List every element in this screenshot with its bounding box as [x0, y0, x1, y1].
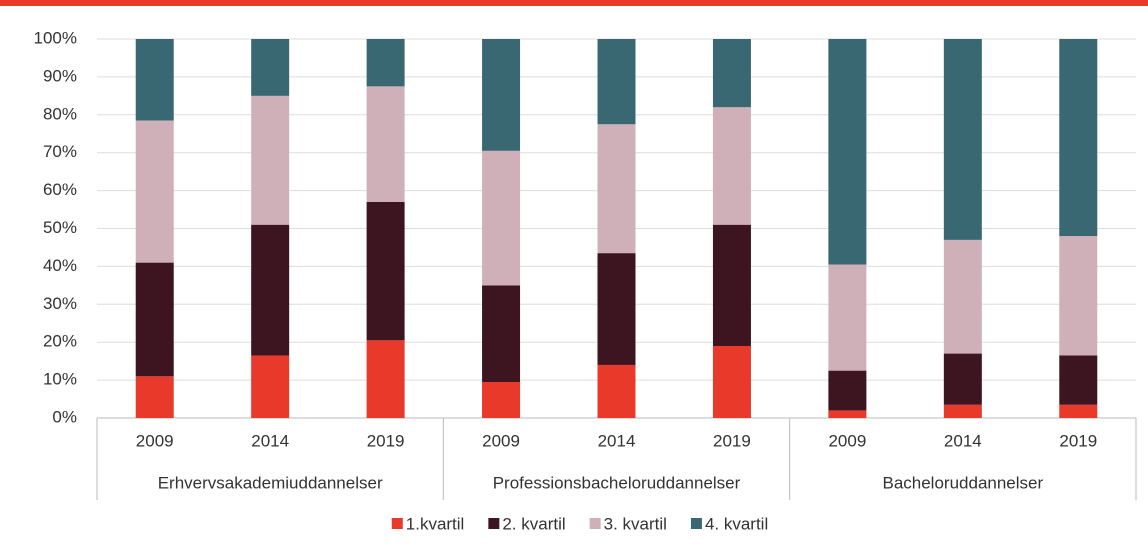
- group-label: Professionsbacheloruddannelser: [493, 473, 741, 492]
- legend-swatch: [589, 518, 601, 529]
- x-tick-label: 2019: [367, 431, 405, 450]
- x-tick-label: 2009: [828, 431, 866, 450]
- x-tick-label: 2014: [251, 431, 289, 450]
- x-tick-label: 2014: [944, 431, 982, 450]
- bar-segment: [828, 370, 867, 411]
- bar-segment: [828, 410, 867, 418]
- x-tick-label: 2019: [1059, 431, 1097, 450]
- legend-swatch: [488, 518, 500, 529]
- bar-segment: [135, 376, 174, 418]
- legend-label: 1.kvartil: [406, 514, 465, 533]
- bar-segment: [366, 39, 405, 87]
- bar-segment: [597, 124, 636, 254]
- bar-segment: [366, 201, 405, 341]
- bar-segment: [1059, 404, 1098, 418]
- bar-segment: [943, 404, 982, 418]
- bar-segment: [251, 39, 290, 96]
- y-tick-label: 20%: [43, 332, 77, 351]
- top-stripe: [0, 0, 1148, 6]
- bar-segment: [251, 355, 290, 418]
- y-tick-label: 40%: [43, 256, 77, 275]
- y-tick-label: 100%: [34, 28, 77, 47]
- x-tick-label: 2009: [136, 431, 174, 450]
- bar-segment: [943, 39, 982, 240]
- legend-label: 4. kvartil: [705, 514, 768, 533]
- y-tick-label: 60%: [43, 180, 77, 199]
- legend-label: 3. kvartil: [604, 514, 667, 533]
- y-tick-label: 80%: [43, 104, 77, 123]
- bar-segment: [366, 86, 405, 202]
- bar-segment: [135, 120, 174, 263]
- legend-label: 2. kvartil: [502, 514, 565, 533]
- bar-segment: [828, 264, 867, 371]
- bar-segment: [1059, 39, 1098, 237]
- bar-segment: [366, 340, 405, 418]
- group-label: Bacheloruddannelser: [882, 473, 1043, 492]
- bar-segment: [135, 39, 174, 121]
- bar-segment: [482, 39, 521, 151]
- bar-segment: [482, 381, 521, 418]
- bar-segment: [597, 364, 636, 418]
- bar-segment: [251, 224, 290, 356]
- bar-segment: [135, 262, 174, 377]
- y-tick-label: 30%: [43, 294, 77, 313]
- y-tick-label: 0%: [52, 407, 77, 426]
- bar-segment: [597, 253, 636, 365]
- bar-segment: [597, 39, 636, 125]
- bar-segment: [251, 95, 290, 225]
- x-tick-label: 2009: [482, 431, 520, 450]
- legend-swatch: [690, 518, 702, 529]
- y-tick-label: 70%: [43, 142, 77, 161]
- x-tick-label: 2019: [713, 431, 751, 450]
- y-tick-label: 50%: [43, 218, 77, 237]
- x-tick-label: 2014: [598, 431, 636, 450]
- group-label: Erhvervsakademiuddannelser: [158, 473, 383, 492]
- bar-segment: [1059, 236, 1098, 356]
- bar-segment: [482, 285, 521, 382]
- bar-segment: [943, 239, 982, 354]
- bar-segment: [482, 150, 521, 286]
- legend-swatch: [391, 518, 403, 529]
- y-tick-label: 10%: [43, 370, 77, 389]
- bar-segment: [828, 39, 867, 265]
- bar-segment: [712, 39, 751, 108]
- bar-segment: [943, 353, 982, 405]
- bar-segment: [712, 107, 751, 225]
- bar-segment: [712, 224, 751, 346]
- y-tick-label: 90%: [43, 66, 77, 85]
- bar-segment: [1059, 355, 1098, 405]
- bar-segment: [712, 345, 751, 418]
